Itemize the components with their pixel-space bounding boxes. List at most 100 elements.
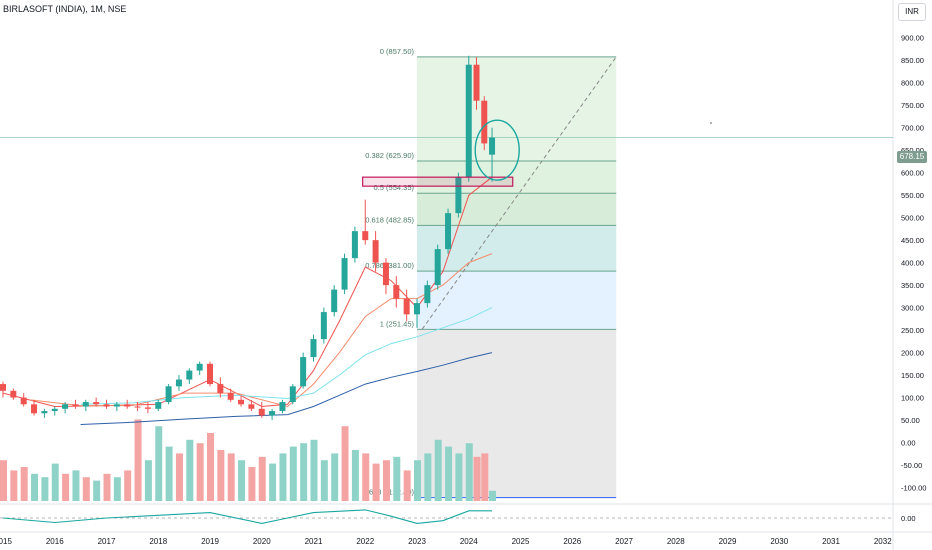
candle-body: [186, 370, 193, 380]
volume-bar: [103, 473, 111, 501]
volume-bar: [82, 477, 90, 501]
volume-bar: [41, 477, 49, 501]
volume-bar: [227, 453, 235, 501]
support-zone-box: [362, 176, 514, 187]
candle-body: [72, 404, 79, 407]
volume-bar: [481, 453, 489, 501]
time-axis-tick: 2025: [512, 537, 530, 546]
price-axis-tick: 250.00: [901, 326, 924, 335]
candle-body: [175, 379, 182, 387]
price-axis-tick: 450.00: [901, 236, 924, 245]
time-axis-tick: 2031: [822, 537, 840, 546]
candle-body: [445, 213, 452, 250]
candle-body: [434, 249, 441, 286]
candle-body: [258, 408, 265, 416]
candle-body: [217, 384, 224, 394]
price-axis-tick: 200.00: [901, 349, 924, 358]
candle-body: [269, 411, 276, 416]
volume-bar: [434, 439, 442, 501]
price-axis-tick: 850.00: [901, 56, 924, 65]
candle-body: [248, 404, 255, 409]
volume-bar: [489, 490, 497, 501]
candle-body: [20, 397, 27, 405]
candle-body: [196, 363, 203, 371]
price-axis-tick: 300.00: [901, 304, 924, 313]
candle-body: [289, 386, 296, 403]
fib-label: 0.382 (625.90): [365, 151, 414, 160]
candle-body: [41, 411, 48, 414]
candle-body: [414, 303, 420, 315]
candle-body: [481, 100, 488, 144]
candle-body: [455, 177, 462, 214]
candle-body: [489, 137, 496, 155]
candle-body: [382, 262, 389, 286]
candle-body: [465, 64, 472, 178]
candle-body: [341, 258, 348, 290]
volume-bar: [196, 443, 204, 501]
volume-bar: [62, 473, 70, 501]
volume-bar: [113, 477, 121, 501]
candle-body: [393, 285, 400, 299]
time-axis-tick: 2019: [201, 537, 219, 546]
price-axis-tick: 0.00: [901, 439, 916, 448]
volume-bar: [20, 467, 28, 501]
candle-body: [320, 312, 327, 340]
price-axis-tick: 600.00: [901, 169, 924, 178]
volume-bar: [134, 419, 142, 501]
time-axis-tick: 2028: [667, 537, 685, 546]
moving-average-line: [80, 352, 493, 425]
candle-body: [82, 402, 89, 407]
candle-body: [0, 384, 6, 391]
candle-body: [103, 404, 110, 407]
candle-body: [124, 404, 131, 407]
current-price-tag: 678.15: [897, 151, 927, 163]
candle-body: [93, 402, 100, 405]
volume-bar: [51, 463, 59, 501]
price-axis-tick: 700.00: [901, 124, 924, 133]
time-axis-tick: 2022: [356, 537, 374, 546]
price-axis-tick: 650.00: [901, 146, 924, 155]
volume-bar: [424, 453, 432, 501]
candle-body: [62, 404, 69, 409]
volume-bar: [217, 450, 225, 501]
volume-bar: [124, 470, 132, 501]
time-axis-tick: 2016: [46, 537, 64, 546]
volume-bar: [175, 453, 183, 501]
volume-bar: [403, 470, 411, 501]
time-axis-tick: 2015: [0, 537, 12, 546]
price-axis-tick: -50.00: [901, 461, 922, 470]
price-axis-tick: 400.00: [901, 259, 924, 268]
candle-body: [134, 406, 141, 408]
symbol-title: BIRLASOFT (INDIA), 1M, NSE: [3, 4, 127, 14]
volume-bar: [289, 446, 297, 501]
highlight-circle: [474, 119, 520, 181]
currency-button[interactable]: INR: [898, 3, 926, 21]
volume-bar: [382, 460, 390, 501]
time-axis-tick: 2023: [408, 537, 426, 546]
volume-bar: [320, 460, 328, 501]
time-axis-tick: 2024: [460, 537, 478, 546]
fib-zone: [417, 56, 617, 162]
candle-body: [473, 64, 480, 101]
time-axis-tick: 2018: [149, 537, 167, 546]
volume-bar: [165, 446, 173, 501]
price-axis-tick: 900.00: [901, 34, 924, 43]
candle-body: [300, 357, 307, 387]
price-axis-tick: 150.00: [901, 371, 924, 380]
volume-bar: [341, 426, 349, 501]
price-axis-tick: 500.00: [901, 214, 924, 223]
price-axis-tick: 100.00: [901, 394, 924, 403]
volume-bar: [310, 439, 318, 501]
volume-bar: [393, 456, 401, 501]
time-axis-tick: 2027: [615, 537, 633, 546]
volume-bar: [238, 460, 246, 501]
candle-body: [155, 402, 162, 409]
candle-body: [31, 404, 38, 414]
price-axis-tick: 50.00: [901, 416, 920, 425]
volume-bar: [248, 467, 256, 501]
fib-label: 0.618 (482.85): [365, 215, 414, 224]
volume-bar: [0, 460, 7, 501]
volume-bar: [269, 463, 277, 501]
candle-body: [165, 386, 172, 403]
